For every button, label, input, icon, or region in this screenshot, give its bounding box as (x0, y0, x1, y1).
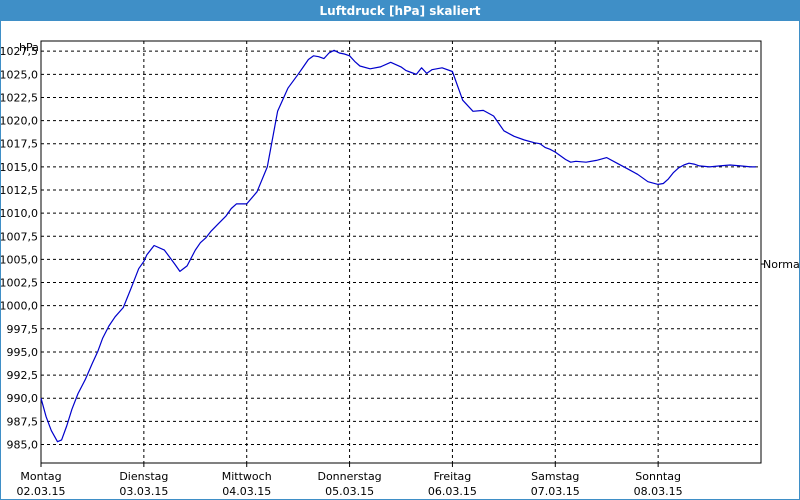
y-tick-label: 997,5 (7, 323, 39, 336)
reference-label: Normal (763, 258, 799, 271)
x-tick-date-label: 04.03.15 (222, 485, 271, 498)
y-tick-label: 985,0 (7, 438, 39, 451)
y-axis-unit-label: hPa (19, 41, 39, 54)
y-tick-label: 1025,0 (1, 68, 38, 81)
y-tick-label: 1022,5 (1, 91, 38, 104)
y-tick-label: 1002,5 (1, 277, 38, 290)
x-tick-day-label: Montag (20, 470, 61, 483)
pressure-series-line (40, 49, 756, 443)
y-tick-label: 1007,5 (1, 230, 38, 243)
y-tick-label: 1017,5 (1, 138, 38, 151)
y-tick-label: 1005,0 (1, 253, 38, 266)
y-tick-label: 1010,0 (1, 207, 38, 220)
x-tick-date-label: 07.03.15 (531, 485, 580, 498)
plot-border (40, 40, 762, 464)
x-tick-day-label: Freitag (434, 470, 472, 483)
x-tick-day-label: Samstag (531, 470, 579, 483)
x-tick-date-label: 06.03.15 (428, 485, 477, 498)
x-tick-day-label: Donnerstag (317, 470, 381, 483)
y-tick-label: 987,5 (7, 415, 39, 428)
y-tick-label: 1027,5 (1, 45, 38, 58)
x-tick-day-label: Sonntag (635, 470, 681, 483)
x-tick-date-label: 08.03.15 (634, 485, 683, 498)
y-tick-label: 990,0 (7, 392, 39, 405)
x-tick-date-label: 03.03.15 (119, 485, 168, 498)
x-tick-date-label: 02.03.15 (17, 485, 66, 498)
y-tick-label: 1015,0 (1, 161, 38, 174)
x-tick-date-label: 05.03.15 (325, 485, 374, 498)
y-tick-label: 995,0 (7, 346, 39, 359)
x-tick-day-label: Dienstag (119, 470, 168, 483)
y-tick-label: 992,5 (7, 369, 39, 382)
x-tick-day-label: Mittwoch (222, 470, 272, 483)
plot-area (41, 41, 761, 463)
chart-title: Luftdruck [hPa] skaliert (1, 1, 799, 21)
y-tick-label: 1020,0 (1, 115, 38, 128)
y-tick-label: 1000,0 (1, 300, 38, 313)
y-tick-label: 1012,5 (1, 184, 38, 197)
